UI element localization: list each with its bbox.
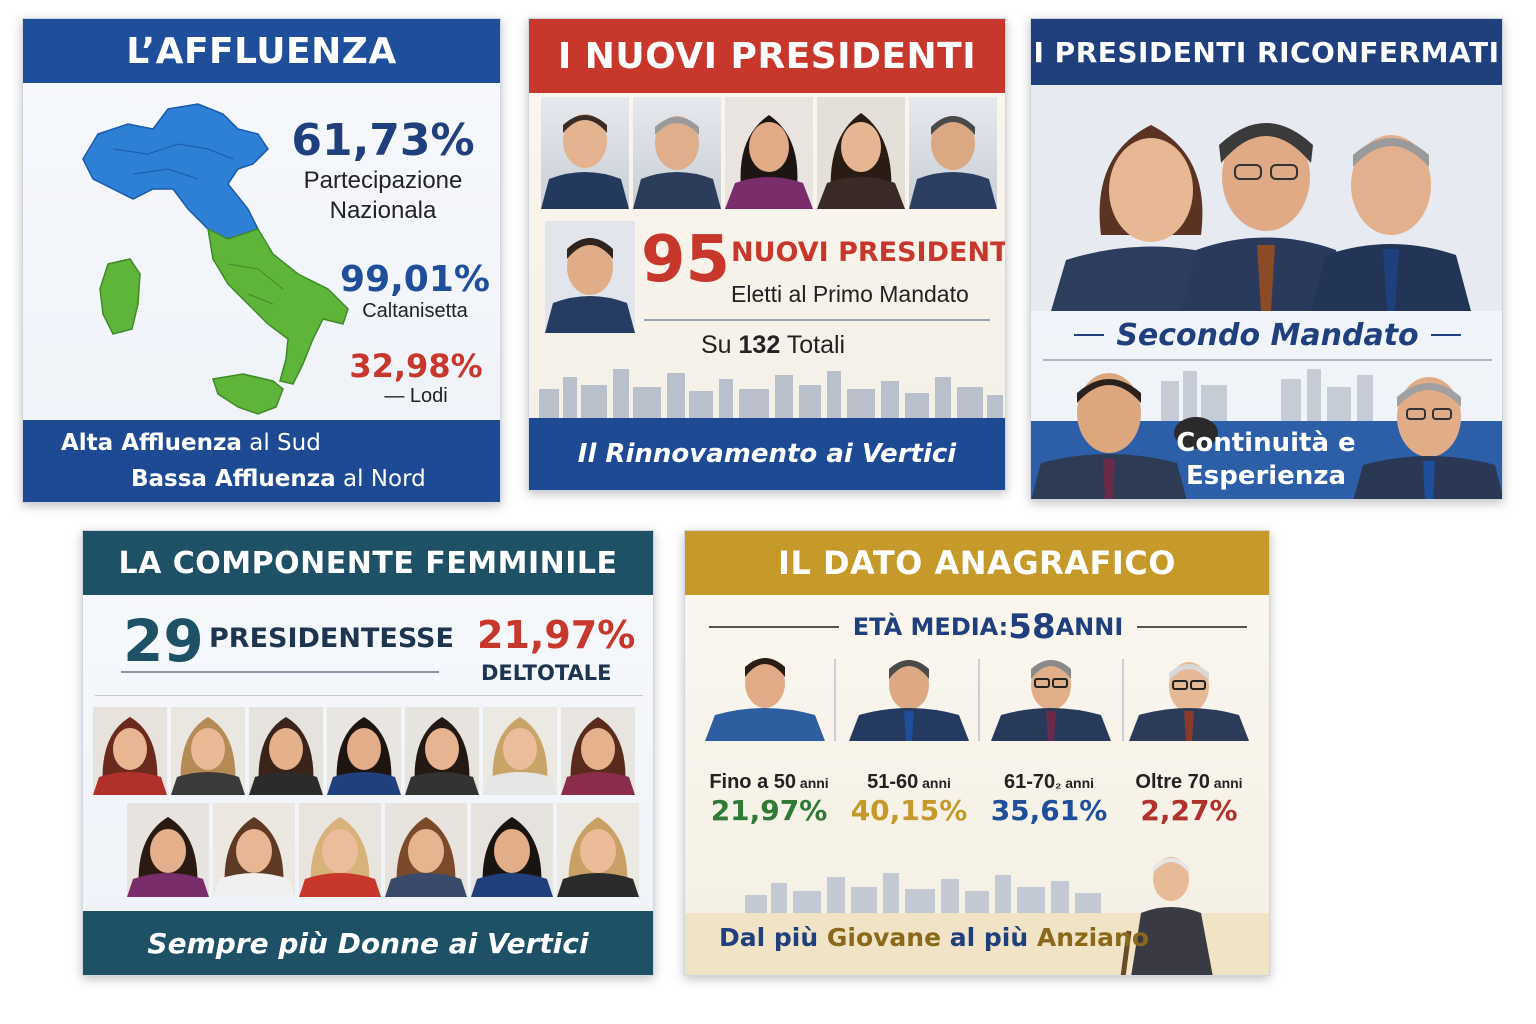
portrait-photo — [541, 97, 629, 209]
women-pct-label: DELTOTALE — [481, 661, 612, 685]
anagrafico-footer: Dal più Giovane al più Anziano — [719, 923, 1149, 952]
portrait-photo — [557, 803, 639, 897]
second-mandate-banner: Secondo Mandato — [1031, 311, 1502, 359]
age-group-3-pct: 35,61% — [990, 794, 1108, 827]
nuovi-title: I NUOVI PRESIDENTI — [529, 19, 1005, 93]
national-turnout-label: Partecipazione — [303, 167, 463, 194]
riconfermati-title: I PRESIDENTI RICONFERMATI — [1031, 19, 1502, 85]
nuovi-presidenti-card: I NUOVI PRESIDENTI — [528, 18, 1006, 491]
portrait-photo — [93, 707, 167, 795]
highest-turnout-place: Caltanisetta — [362, 300, 468, 322]
portrait-photo — [483, 707, 557, 795]
elderly-man-icon — [1120, 857, 1213, 975]
portrait-photo — [299, 803, 381, 897]
age-group-2-pct: 40,15% — [850, 794, 968, 827]
portrait-photo — [127, 803, 209, 897]
second-mandate-label: Secondo Mandato — [1116, 317, 1419, 353]
italy-map-icon — [82, 103, 349, 415]
new-presidents-subtitle: Eletti al Primo Mandato — [731, 281, 969, 307]
lowest-turnout-place: — Lodi — [384, 385, 448, 407]
divider — [1043, 359, 1492, 361]
divider — [121, 671, 439, 673]
national-turnout-label-2: Nazionala — [329, 197, 437, 224]
portrait-photo — [471, 803, 553, 897]
age-group-portraits — [705, 658, 1249, 741]
women-presidents-photo-grid — [93, 707, 639, 897]
affluenza-footer: Alta Affluenza al Sud Bassa Affluenza al… — [23, 420, 500, 502]
portrait-photo — [725, 97, 813, 209]
highest-turnout-value: 99,01% — [340, 259, 490, 300]
skyline-illustration — [539, 369, 1003, 421]
affluenza-footer-line1: Alta Affluenza al Sud — [61, 430, 321, 456]
portrait-photo — [171, 707, 245, 795]
skyline-with-elder-illustration — [685, 857, 1269, 975]
women-count: 29 — [123, 607, 204, 675]
age-group-1-pct: 21,97% — [710, 794, 828, 827]
divider — [95, 695, 643, 696]
portrait-photo — [705, 658, 825, 741]
women-pct: 21,97% — [477, 613, 636, 657]
portrait-photo — [385, 803, 467, 897]
riconfermati-footer: Continuità e Esperienza — [1161, 427, 1371, 493]
women-count-label: PRESIDENTESSE — [209, 623, 454, 654]
femminile-footer: Sempre più Donne ai Vertici — [83, 911, 653, 975]
riconfermati-footer-line2: Esperienza — [1185, 461, 1347, 491]
portrait-photo — [909, 97, 997, 209]
age-group-3: 61-70₂ anni 35,61% — [979, 771, 1119, 827]
anagrafico-card: IL DATO ANAGRAFICO ETÀ MEDIA: 58 ANNI — [684, 530, 1270, 976]
portrait-photo — [561, 707, 635, 795]
lowest-turnout: 32,98% — Lodi — [341, 347, 491, 408]
riconfermati-footer-line1: Continuità e — [1176, 428, 1356, 458]
age-group-2: 51-60 anni 40,15% — [839, 771, 979, 827]
portrait-photo — [633, 97, 721, 209]
new-presidents-count: 95 — [641, 223, 731, 297]
reconfirmed-presidents-photo — [1031, 85, 1502, 311]
lowest-turnout-value: 32,98% — [349, 347, 483, 385]
nuovi-footer: Il Rinnovamento ai Vertici — [529, 418, 1005, 490]
femminile-card: LA COMPONENTE FEMMINILE 29 PRESIDENTESSE… — [82, 530, 654, 976]
age-group-4: Oltre 70 anni 2,27% — [1119, 771, 1259, 827]
national-turnout: 61,73% Partecipazione Nazionala — [273, 115, 493, 226]
reconfirmed-presidents-bottom-photo — [1031, 369, 1502, 499]
portrait-photo — [327, 707, 401, 795]
affluenza-footer-line2: Bassa Affluenza al Nord — [131, 466, 426, 492]
average-age-unit: ANNI — [1055, 613, 1124, 641]
new-presidents-label: NUOVI PRESIDENTI — [731, 237, 1006, 268]
age-group-4-pct: 2,27% — [1140, 794, 1238, 827]
portrait-photo — [817, 97, 905, 209]
average-age-label: ETÀ MEDIA: — [852, 613, 1009, 641]
portrait-photo — [1129, 662, 1249, 741]
affluenza-card: L’AFFLUENZA 61,73% Partecipazione Nazion… — [22, 18, 501, 503]
portrait-photo — [213, 803, 295, 897]
portrait-photo — [849, 660, 969, 741]
riconfermati-card: I PRESIDENTI RICONFERMATI Secondo Mandat… — [1030, 18, 1503, 500]
portrait-photo — [405, 707, 479, 795]
average-age-value: 58 — [1008, 607, 1056, 647]
anagrafico-title: IL DATO ANAGRAFICO — [685, 531, 1269, 595]
affluenza-title: L’AFFLUENZA — [23, 19, 500, 83]
femminile-title: LA COMPONENTE FEMMINILE — [83, 531, 653, 595]
portrait-photo — [249, 707, 323, 795]
average-age: ETÀ MEDIA: 58 ANNI — [685, 607, 1269, 647]
national-turnout-value: 61,73% — [291, 115, 475, 166]
age-groups: Fino a 50 anni 21,97% 51-60 anni 40,15% … — [699, 771, 1259, 841]
new-presidents-photo-row — [541, 97, 997, 209]
divider — [644, 319, 990, 321]
portrait-photo — [545, 221, 635, 333]
highest-turnout: 99,01% Caltanisetta — [335, 259, 495, 323]
total-presidents: Su 132 Totali — [701, 331, 846, 359]
portrait-photo — [991, 660, 1111, 741]
age-group-1: Fino a 50 anni 21,97% — [699, 771, 839, 827]
